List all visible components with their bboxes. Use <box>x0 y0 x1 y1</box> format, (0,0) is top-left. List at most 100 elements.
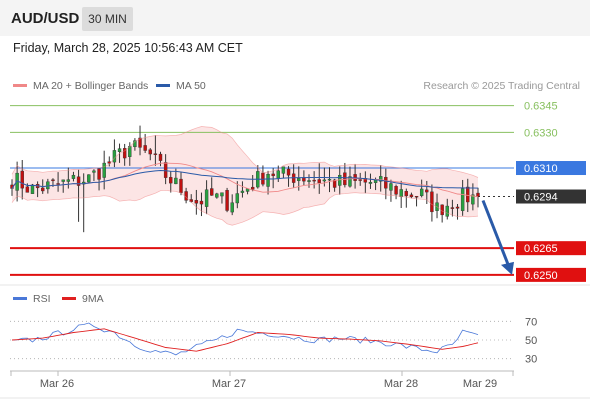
candle-body <box>204 189 209 207</box>
last-price-box <box>516 189 586 204</box>
candle-body <box>338 174 342 186</box>
candle-body <box>107 161 111 164</box>
candle-body <box>399 189 403 198</box>
level-label-box-pivot <box>516 161 586 176</box>
candle-body <box>440 204 444 216</box>
candle-body <box>435 202 439 211</box>
candle-body <box>148 149 152 155</box>
candle-body <box>389 183 393 191</box>
candle-body <box>358 179 362 181</box>
candle-body <box>61 179 65 182</box>
candle-body <box>143 145 147 151</box>
level-labels: 0.6345 0.6330 0.6310 0.6265 0.6250 0.6294 <box>516 101 586 282</box>
symbol-label: AUD/USD <box>11 10 80 27</box>
candle-body <box>286 168 291 176</box>
candle-body <box>276 170 280 179</box>
candle-body <box>76 176 81 186</box>
price-levels <box>10 105 514 276</box>
candle-body <box>322 179 327 182</box>
candle-body <box>210 188 214 196</box>
candle-body <box>102 162 106 178</box>
legend-label-9ma: 9MA <box>82 293 104 305</box>
x-axis-label: Mar 27 <box>212 378 246 390</box>
candle-body <box>56 183 60 185</box>
candle-body <box>317 179 321 184</box>
candle-body <box>332 179 337 188</box>
candle-body <box>225 190 229 211</box>
legend-swatch-bb <box>13 83 27 87</box>
candle-body <box>184 191 188 201</box>
candle-body <box>97 168 101 180</box>
rsi-panel: RSI 9MA 70 50 30 <box>10 293 537 366</box>
candle-body <box>20 170 24 189</box>
candle-body <box>220 192 224 197</box>
candle-body <box>174 177 178 185</box>
level-label-pivot: 0.6310 <box>524 163 558 175</box>
candle-body <box>266 174 270 187</box>
candle-body <box>35 184 40 189</box>
candle-body <box>425 189 429 193</box>
level-label-resistance: 0.6330 <box>524 127 558 139</box>
candle-body <box>460 188 465 211</box>
candle-body <box>10 184 14 189</box>
candle-body <box>92 170 96 173</box>
legend-label-rsi: RSI <box>33 293 51 305</box>
candle-body <box>297 178 301 181</box>
bollinger-upper-line <box>11 126 479 178</box>
ma50-line <box>11 169 479 189</box>
level-label-support: 0.6250 <box>524 270 558 282</box>
candle-body <box>230 202 234 213</box>
bollinger-band-fill <box>12 126 478 226</box>
rsi-tick-label: 30 <box>525 354 537 366</box>
rsi-tick-label: 70 <box>525 316 537 328</box>
legend-swatch-ma50 <box>156 83 170 87</box>
candle-body <box>112 150 117 163</box>
chart-header: AUD/USD 30 MIN <box>0 0 590 36</box>
candle-body <box>368 181 373 184</box>
candle-body <box>430 191 434 213</box>
candle-body <box>138 137 142 148</box>
forecast-arrow-head <box>501 261 514 275</box>
x-axis-label: Mar 28 <box>384 378 418 390</box>
candle-body <box>215 193 219 198</box>
candle-body <box>235 193 240 204</box>
candle-body <box>194 200 199 204</box>
legend-ma50: MA 50 <box>156 80 206 92</box>
candle-body <box>179 178 183 193</box>
candle-body <box>271 173 275 177</box>
candle-body <box>476 192 480 197</box>
candle-body <box>87 174 91 183</box>
candle-body <box>471 194 475 205</box>
ma20-line <box>11 162 479 198</box>
candle-body <box>261 172 265 185</box>
x-axis: Mar 26 Mar 27 Mar 28 Mar 29 <box>0 284 590 399</box>
candle-body <box>158 153 163 161</box>
legend-label-ma50: MA 50 <box>176 80 206 92</box>
candle-body <box>245 188 250 192</box>
candle-body <box>414 195 419 198</box>
candle-body <box>455 206 460 209</box>
candle-body <box>419 188 424 196</box>
timeframe-button[interactable]: 30 MIN <box>82 7 133 31</box>
candle-body <box>312 179 316 182</box>
bollinger-lower-line <box>11 189 479 226</box>
candle-body <box>71 174 76 179</box>
candle-body <box>291 173 296 183</box>
candle-body <box>327 178 332 181</box>
candle-body <box>250 186 255 190</box>
bollinger-bands <box>12 126 478 226</box>
candle-body <box>163 162 168 178</box>
rsi-line <box>11 322 479 356</box>
candle-body <box>189 199 193 202</box>
candle-body <box>348 176 352 187</box>
candle-body <box>240 190 245 193</box>
forecast-arrow-shaft <box>481 199 511 268</box>
candle-body <box>128 146 132 157</box>
candle-body <box>404 191 409 197</box>
level-label-box-support <box>516 241 586 256</box>
candle-body <box>450 207 455 209</box>
candle-body <box>30 184 35 194</box>
x-axis-label: Mar 29 <box>463 378 497 390</box>
candle-body <box>466 186 470 203</box>
